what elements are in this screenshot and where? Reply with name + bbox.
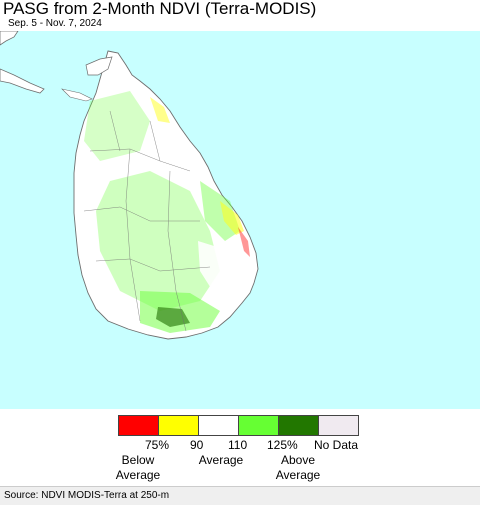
- green-central: [96, 171, 220, 311]
- date-range: Sep. 5 - Nov. 7, 2024: [8, 18, 102, 29]
- legend-swatch-dark-green: [279, 416, 319, 435]
- yellow-east-coast: [220, 201, 244, 235]
- legend-swatch-red: [119, 416, 159, 435]
- red-east-coast: [238, 227, 250, 257]
- ndvi-map: [0, 31, 480, 409]
- india-peninsula: [0, 68, 45, 94]
- legend-swatch-no-data: [319, 416, 358, 435]
- source-text: Source: NDVI MODIS-Terra at 250-m: [4, 490, 170, 501]
- legend-category-below: Below Average: [115, 453, 161, 482]
- legend-category-above: Above Average: [275, 453, 321, 482]
- jaffna-peninsula: [85, 56, 113, 76]
- legend-swatch-light-green: [239, 416, 279, 435]
- yellow-northeast: [150, 97, 170, 123]
- green-east: [200, 181, 240, 241]
- green-north: [84, 91, 150, 161]
- legend-tick-110: 110: [228, 438, 248, 452]
- legend-swatch-yellow: [159, 416, 199, 435]
- legend-tick-75: 75%: [145, 438, 170, 452]
- white-east-patch: [198, 241, 236, 293]
- legend-tick-125: 125%: [267, 438, 298, 452]
- legend-category-average: Average: [198, 453, 244, 467]
- footer-bar: Source: NDVI MODIS-Terra at 250-m: [0, 486, 480, 505]
- legend-tick-90: 90: [190, 438, 204, 452]
- legend-tick-no-data: No Data: [314, 438, 359, 452]
- india-coast: [0, 31, 19, 46]
- legend-bar: [118, 415, 359, 436]
- mannar-island: [61, 88, 93, 102]
- district-boundaries: [83, 110, 211, 332]
- legend-swatch-white: [199, 416, 239, 435]
- map-title: PASG from 2-Month NDVI (Terra-MODIS): [3, 0, 317, 18]
